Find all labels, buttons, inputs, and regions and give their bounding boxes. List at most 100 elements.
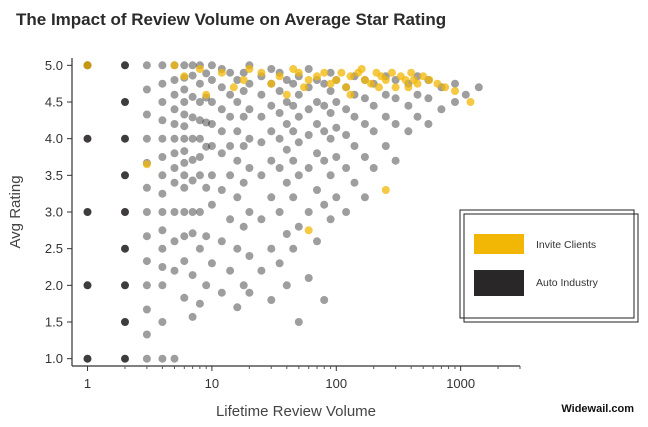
point-auto-industry [195,98,204,106]
point-auto-industry [142,85,151,94]
point-auto-industry [121,171,129,180]
point-invite-clients [83,61,92,70]
point-auto-industry [158,226,167,235]
point-auto-industry [180,257,189,266]
point-auto-industry [313,149,321,158]
point-auto-industry [233,127,242,136]
x-ticks: 1 10 100 1000 [84,366,521,391]
point-auto-industry [180,183,189,192]
chart-title: The Impact of Review Volume on Average S… [16,10,447,29]
point-auto-industry [226,171,235,180]
point-auto-industry [217,149,226,158]
point-auto-industry [350,178,359,187]
point-auto-industry [195,299,204,308]
point-auto-industry [158,244,167,253]
y-tick-label: 4.0 [45,131,63,146]
point-invite-clients [142,160,151,169]
point-auto-industry [267,127,276,136]
point-auto-industry [142,183,151,192]
point-auto-industry [239,142,248,150]
point-invite-clients [170,61,179,70]
point-auto-industry [451,98,459,106]
point-auto-industry [474,83,483,92]
point-auto-industry [207,120,216,128]
point-invite-clients [451,87,459,95]
point-auto-industry [391,94,400,103]
point-auto-industry [304,164,313,172]
point-auto-industry [158,61,167,70]
point-auto-industry [188,113,197,122]
point-auto-industry [342,131,351,139]
point-auto-industry [158,116,167,125]
point-auto-industry [332,98,341,106]
point-auto-industry [207,200,216,209]
point-auto-industry [294,112,303,121]
point-auto-industry [320,296,329,304]
point-auto-industry [282,120,291,128]
point-auto-industry [142,232,151,241]
point-auto-industry [188,229,197,238]
point-auto-industry [313,186,321,194]
point-auto-industry [158,171,167,180]
point-auto-industry [350,112,359,121]
y-tick-label: 3.0 [45,205,63,220]
point-invite-clients [346,90,355,99]
point-auto-industry [245,288,254,297]
point-auto-industry [275,87,284,95]
point-auto-industry [170,134,179,143]
point-auto-industry [158,79,167,88]
point-auto-industry [289,127,298,136]
point-invite-clients [401,76,410,84]
point-auto-industry [381,112,390,121]
point-auto-industry [207,61,216,70]
point-auto-industry [391,120,400,128]
point-auto-industry [233,303,242,312]
point-auto-industry [207,76,216,84]
point-auto-industry [202,69,211,78]
point-invite-clients [229,83,238,92]
point-auto-industry [170,178,179,187]
point-auto-industry [304,105,313,114]
points-layer [83,61,483,363]
point-auto-industry [294,222,303,231]
point-auto-industry [257,90,266,99]
point-invite-clients [425,76,434,84]
x-axis-title: Lifetime Review Volume [216,403,376,420]
point-auto-industry [233,244,242,253]
point-auto-industry [188,61,197,70]
point-auto-industry [121,318,129,326]
point-auto-industry [404,127,413,136]
point-auto-industry [320,127,329,136]
point-invite-clients [313,72,321,81]
point-auto-industry [326,87,335,95]
point-auto-industry [245,79,254,88]
point-auto-industry [170,164,179,172]
point-auto-industry [170,208,179,216]
point-invite-clients [294,68,303,77]
point-auto-industry [188,134,197,143]
point-auto-industry [170,90,179,99]
point-auto-industry [267,156,276,165]
legend-swatch-auto-industry [474,270,524,296]
point-auto-industry [158,98,167,106]
point-auto-industry [369,164,378,172]
point-auto-industry [226,68,235,77]
point-auto-industry [142,61,151,70]
point-invite-clients [326,79,335,88]
point-auto-industry [195,171,204,180]
point-auto-industry [202,142,211,151]
point-auto-industry [158,189,167,198]
point-auto-industry [195,208,204,216]
point-auto-industry [320,101,329,110]
point-auto-industry [282,76,291,84]
point-auto-industry [207,171,216,180]
point-auto-industry [188,92,197,101]
point-auto-industry [282,98,291,106]
point-auto-industry [257,138,266,147]
legend-frame-inner [463,213,639,323]
y-tick-label: 5.0 [45,58,63,73]
point-invite-clients [282,90,291,99]
credit-text: Widewail.com [561,403,634,415]
point-auto-industry [320,200,329,209]
point-auto-industry [142,208,151,216]
